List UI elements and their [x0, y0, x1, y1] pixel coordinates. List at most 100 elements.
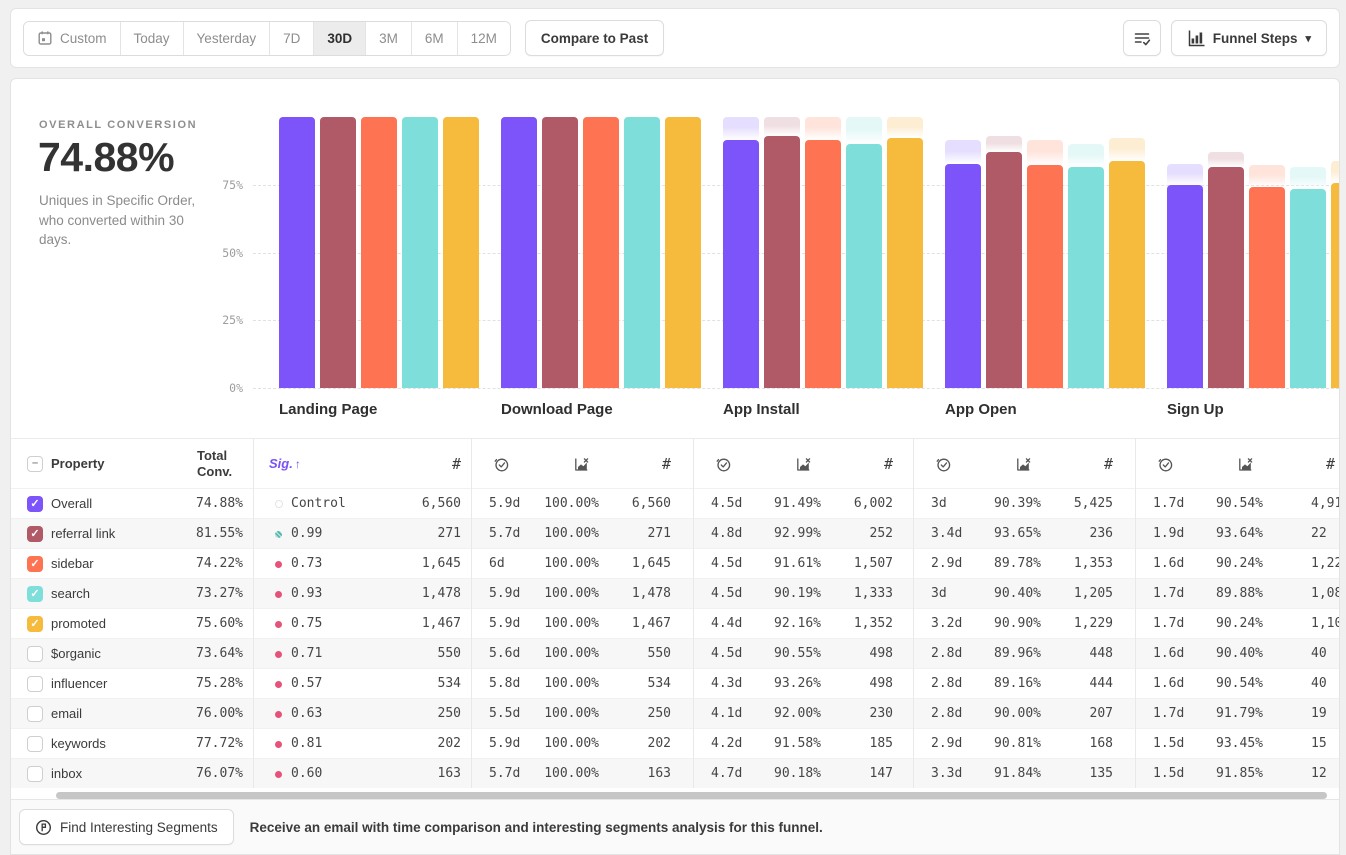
- funnel-bar-slot: [1331, 117, 1339, 388]
- significance-value: 0.57: [291, 676, 323, 691]
- step-count: 1,353: [1073, 556, 1113, 571]
- funnel-bar-slot: [1109, 117, 1145, 388]
- table-row: keywords 77.72% 0.81 202 5.9d 100.00% 202 4.2d 9…: [11, 728, 1339, 758]
- step-count: 550: [437, 646, 461, 661]
- conversion-rate-value: 89.96%: [994, 646, 1041, 661]
- date-preset-today[interactable]: Today: [119, 21, 183, 55]
- step-count: 19: [1311, 706, 1327, 721]
- column-header-significance[interactable]: Sig. ↑: [269, 456, 301, 471]
- conversion-rate-value: 93.45%: [1216, 736, 1263, 751]
- property-name: referral link: [51, 526, 116, 541]
- property-name: $organic: [51, 646, 101, 661]
- funnel-bar[interactable]: [1027, 165, 1063, 388]
- time-to-convert-icon: [715, 456, 732, 473]
- funnel-bar[interactable]: [887, 138, 923, 388]
- interesting-segments-icon: [35, 819, 52, 836]
- row-checkbox[interactable]: ✓: [27, 496, 43, 512]
- funnel-bar[interactable]: [1249, 186, 1285, 388]
- funnel-step-label: Landing Page: [279, 401, 378, 418]
- row-checkbox[interactable]: ✓: [27, 586, 43, 602]
- conversion-rate-icon: [795, 456, 812, 473]
- date-preset-30d[interactable]: 30D: [313, 21, 366, 55]
- horizontal-scrollbar-thumb[interactable]: [56, 792, 1327, 799]
- funnel-bar-drop-off: [986, 136, 1022, 153]
- step-count: 202: [647, 736, 671, 751]
- table-row: inbox 76.07% 0.60 163 5.7d 100.00% 163 4.7d 90.1…: [11, 758, 1339, 788]
- funnel-bar[interactable]: [764, 136, 800, 388]
- step-count: 147: [869, 766, 893, 781]
- row-checkbox[interactable]: [27, 706, 43, 722]
- row-checkbox[interactable]: [27, 676, 43, 692]
- funnel-bar[interactable]: [1068, 167, 1104, 388]
- conversion-rate-value: 90.55%: [774, 646, 821, 661]
- funnel-bar[interactable]: [723, 140, 759, 388]
- funnel-bar-drop-off: [764, 117, 800, 136]
- time-to-convert-value: 5.7d: [489, 766, 521, 781]
- funnel-bar[interactable]: [542, 117, 578, 388]
- conversion-rate-value: 90.00%: [994, 706, 1041, 721]
- conversion-rate-value: 89.88%: [1216, 586, 1263, 601]
- row-checkbox[interactable]: ✓: [27, 526, 43, 542]
- total-conversion-value: 76.07%: [196, 766, 243, 781]
- step-count: 1,333: [853, 586, 893, 601]
- step-count: 1,467: [421, 616, 461, 631]
- time-to-convert-value: 4.5d: [711, 646, 743, 661]
- time-to-convert-value: 1.5d: [1153, 736, 1185, 751]
- row-checkbox[interactable]: [27, 766, 43, 782]
- list-options-button[interactable]: [1122, 20, 1161, 56]
- funnel-bar[interactable]: [279, 117, 315, 388]
- funnel-bar[interactable]: [846, 143, 882, 388]
- date-preset-7d[interactable]: 7D: [269, 21, 314, 55]
- funnel-bar-drop-off: [1167, 163, 1203, 186]
- funnel-step-label: Download Page: [501, 401, 613, 418]
- date-preset-yesterday[interactable]: Yesterday: [182, 21, 270, 55]
- date-preset-custom[interactable]: Custom: [24, 21, 120, 55]
- funnel-bar[interactable]: [1208, 167, 1244, 388]
- funnel-bar-drop-off: [1331, 160, 1339, 184]
- select-all-checkbox[interactable]: –: [27, 456, 43, 472]
- funnel-bar[interactable]: [1290, 189, 1326, 388]
- row-checkbox[interactable]: [27, 736, 43, 752]
- funnel-bar[interactable]: [1331, 183, 1339, 388]
- funnel-bar[interactable]: [443, 117, 479, 388]
- step-count: 1,205: [1073, 586, 1113, 601]
- time-to-convert-value: 5.5d: [489, 706, 521, 721]
- conversion-rate-value: 90.90%: [994, 616, 1041, 631]
- funnel-bar[interactable]: [501, 117, 537, 388]
- funnel-bar[interactable]: [665, 117, 701, 388]
- y-axis-tick-label: 50%: [222, 245, 243, 260]
- y-axis-tick-label: 25%: [222, 313, 243, 328]
- date-preset-12m[interactable]: 12M: [456, 21, 510, 55]
- funnel-steps-dropdown[interactable]: Funnel Steps ▾: [1170, 20, 1327, 56]
- funnel-bar[interactable]: [402, 117, 438, 388]
- significance-value: 0.93: [291, 586, 323, 601]
- sort-ascending-icon: ↑: [294, 457, 301, 471]
- funnel-bar[interactable]: [1109, 160, 1145, 388]
- overall-conversion-description: Uniques in Specific Order, who converted…: [39, 193, 196, 248]
- date-preset-3m[interactable]: 3M: [365, 21, 411, 55]
- time-to-convert-value: 5.8d: [489, 676, 521, 691]
- funnel-bar[interactable]: [361, 117, 397, 388]
- total-conversion-value: 74.88%: [196, 496, 243, 511]
- time-to-convert-value: 3.2d: [931, 616, 963, 631]
- row-checkbox[interactable]: ✓: [27, 556, 43, 572]
- conversion-rate-icon: [1015, 456, 1032, 473]
- funnel-bar[interactable]: [986, 152, 1022, 388]
- find-interesting-segments-button[interactable]: Find Interesting Segments: [19, 809, 234, 845]
- funnel-bar[interactable]: [320, 117, 356, 388]
- funnel-bar[interactable]: [624, 117, 660, 388]
- funnel-bar[interactable]: [805, 139, 841, 388]
- funnel-bar[interactable]: [945, 163, 981, 388]
- conversion-rate-value: 93.65%: [994, 526, 1041, 541]
- date-preset-6m[interactable]: 6M: [410, 21, 457, 55]
- row-checkbox[interactable]: ✓: [27, 616, 43, 632]
- funnel-bar-drop-off: [1109, 138, 1145, 161]
- time-to-convert-value: 5.9d: [489, 586, 521, 601]
- funnel-bar[interactable]: [1167, 185, 1203, 388]
- funnel-bar-slot: [279, 117, 315, 388]
- row-checkbox[interactable]: [27, 646, 43, 662]
- significance-value: 0.81: [291, 736, 323, 751]
- step-count: 40: [1311, 676, 1327, 691]
- compare-to-past-button[interactable]: Compare to Past: [524, 20, 665, 56]
- funnel-bar[interactable]: [583, 117, 619, 388]
